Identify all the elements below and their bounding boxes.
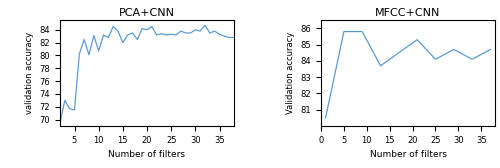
Title: MFCC+CNN: MFCC+CNN — [376, 8, 440, 18]
X-axis label: Number of filters: Number of filters — [370, 150, 446, 159]
Title: PCA+CNN: PCA+CNN — [119, 8, 175, 18]
Y-axis label: validation accuracy: validation accuracy — [25, 32, 34, 114]
Y-axis label: Validation accuracy: Validation accuracy — [286, 32, 295, 114]
X-axis label: Number of filters: Number of filters — [108, 150, 186, 159]
